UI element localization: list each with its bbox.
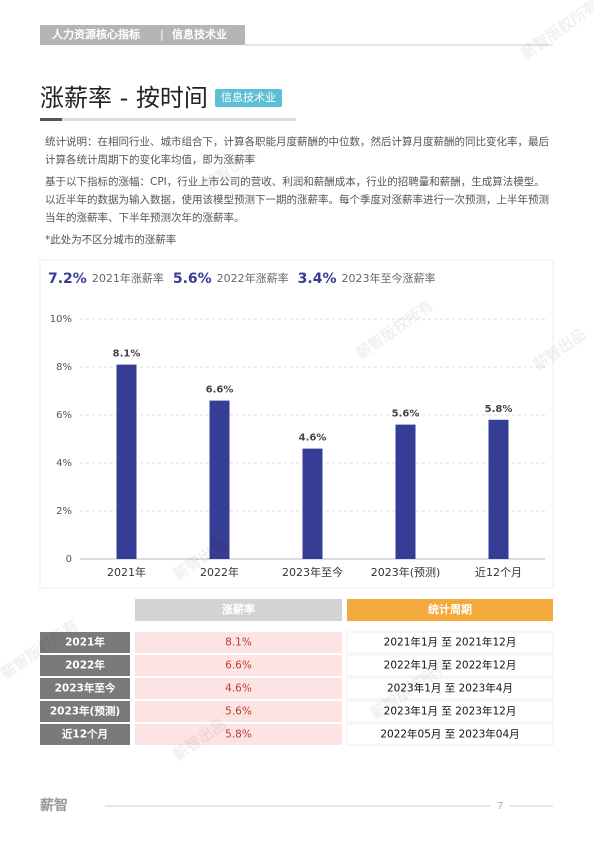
row-label: 2023年(预测) — [50, 705, 120, 718]
title-rule — [62, 118, 296, 121]
row-label-cell — [40, 701, 130, 722]
cell-value: 5.6% — [225, 706, 252, 718]
period-cell — [346, 631, 554, 654]
row-label: 2021年 — [65, 636, 105, 649]
row-label-cell — [40, 632, 130, 653]
x-tick-label: 2023年至今 — [282, 565, 343, 579]
table: 涨薪率 统计周期 2021年 8.1% 2021年1月 至 2021年12月 2022年 6… — [40, 599, 554, 746]
row-label: 2022年 — [65, 659, 105, 672]
cell-value: 4.6% — [225, 683, 252, 695]
y-tick-label: 6% — [56, 410, 72, 421]
value-label: 8.1% — [113, 349, 141, 360]
tag: 信息技术业 — [221, 90, 276, 104]
row-label: 近12个月 — [62, 728, 108, 741]
y-tick-label: 0 — [66, 554, 72, 565]
header-industry: 信息技术业 — [172, 27, 227, 41]
page-title: 涨薪率 - 按时间 — [40, 84, 208, 112]
row-label-cell — [40, 678, 130, 699]
value-cell — [135, 655, 342, 676]
header-section: 人力资源核心指标 — [52, 27, 140, 41]
value-cell — [135, 678, 342, 699]
y-tick-label: 10% — [50, 314, 72, 325]
value-cell — [135, 701, 342, 722]
period-cell — [346, 677, 554, 700]
value-cell — [135, 632, 342, 653]
bar — [116, 364, 137, 559]
summary-value: 3.4% — [298, 271, 337, 287]
summary-value: 7.2% — [48, 271, 87, 287]
bar — [209, 400, 230, 559]
value-label: 5.8% — [485, 404, 513, 415]
x-tick-label: 近12个月 — [475, 566, 522, 579]
cell-value: 6.6% — [225, 660, 252, 672]
period-cell — [346, 654, 554, 677]
period-cell — [346, 723, 554, 746]
summary-value: 5.6% — [173, 271, 212, 287]
cell-period: 2023年1月 至 2023年12月 — [384, 705, 517, 718]
note: 基于以下指标的涨幅：CPI，行业上市公司的营收、利润和薪酬成本，行业的招聘量和薪… — [45, 176, 549, 224]
bar — [395, 424, 416, 559]
bar — [302, 448, 323, 559]
note: *此处为不区分城市的涨薪率 — [45, 234, 177, 246]
cell-period: 2022年05月 至 2023年04月 — [380, 728, 519, 741]
cell-value: 8.1% — [225, 637, 252, 649]
row-label-cell — [40, 655, 130, 676]
cell-period: 2021年1月 至 2021年12月 — [384, 636, 517, 649]
value-cell — [135, 724, 342, 745]
y-tick-label: 2% — [56, 506, 72, 517]
page-number: 7 — [497, 801, 503, 812]
period-cell — [346, 700, 554, 723]
x-tick-label: 2021年 — [107, 565, 146, 579]
x-tick-label: 2022年 — [200, 565, 239, 579]
tag-box — [215, 89, 282, 107]
title-rule-accent — [40, 118, 62, 121]
bar — [488, 419, 509, 559]
summary-label: 2021年涨薪率 — [92, 271, 164, 285]
cell-value: 5.8% — [225, 729, 252, 741]
header-cell — [347, 599, 553, 621]
cell-period: 2022年1月 至 2022年12月 — [384, 659, 517, 672]
header-text: 统计周期 — [428, 602, 472, 616]
header-cell — [135, 599, 342, 621]
header-text: 涨薪率 — [222, 602, 255, 616]
logo: 薪智 — [40, 797, 68, 814]
row-label-cell — [40, 724, 130, 745]
value-label: 5.6% — [392, 409, 420, 420]
note: 统计说明：在相同行业、城市组合下，计算各职能月度薪酬的中位数，然后计算月度薪酬的… — [45, 136, 549, 166]
x-tick-label: 2023年(预测) — [371, 565, 441, 579]
header-bar — [40, 25, 245, 45]
y-tick-label: 4% — [56, 458, 72, 469]
cell-period: 2023年1月 至 2023年4月 — [387, 682, 513, 695]
value-label: 4.6% — [299, 433, 327, 444]
summary-label: 2022年涨薪率 — [217, 271, 289, 285]
row-label: 2023年至今 — [55, 682, 116, 695]
header-separator: | — [160, 28, 164, 41]
chart: 7.2% 2021年涨薪率 5.6% 2022年涨薪率 3.4% 2023年至今涨薪率 0 2… — [48, 271, 545, 579]
watermark: 薪智版权所有 — [518, 0, 594, 63]
value-label: 6.6% — [206, 385, 234, 396]
summary-label: 2023年至今涨薪率 — [341, 271, 435, 285]
y-tick-label: 8% — [56, 362, 72, 373]
